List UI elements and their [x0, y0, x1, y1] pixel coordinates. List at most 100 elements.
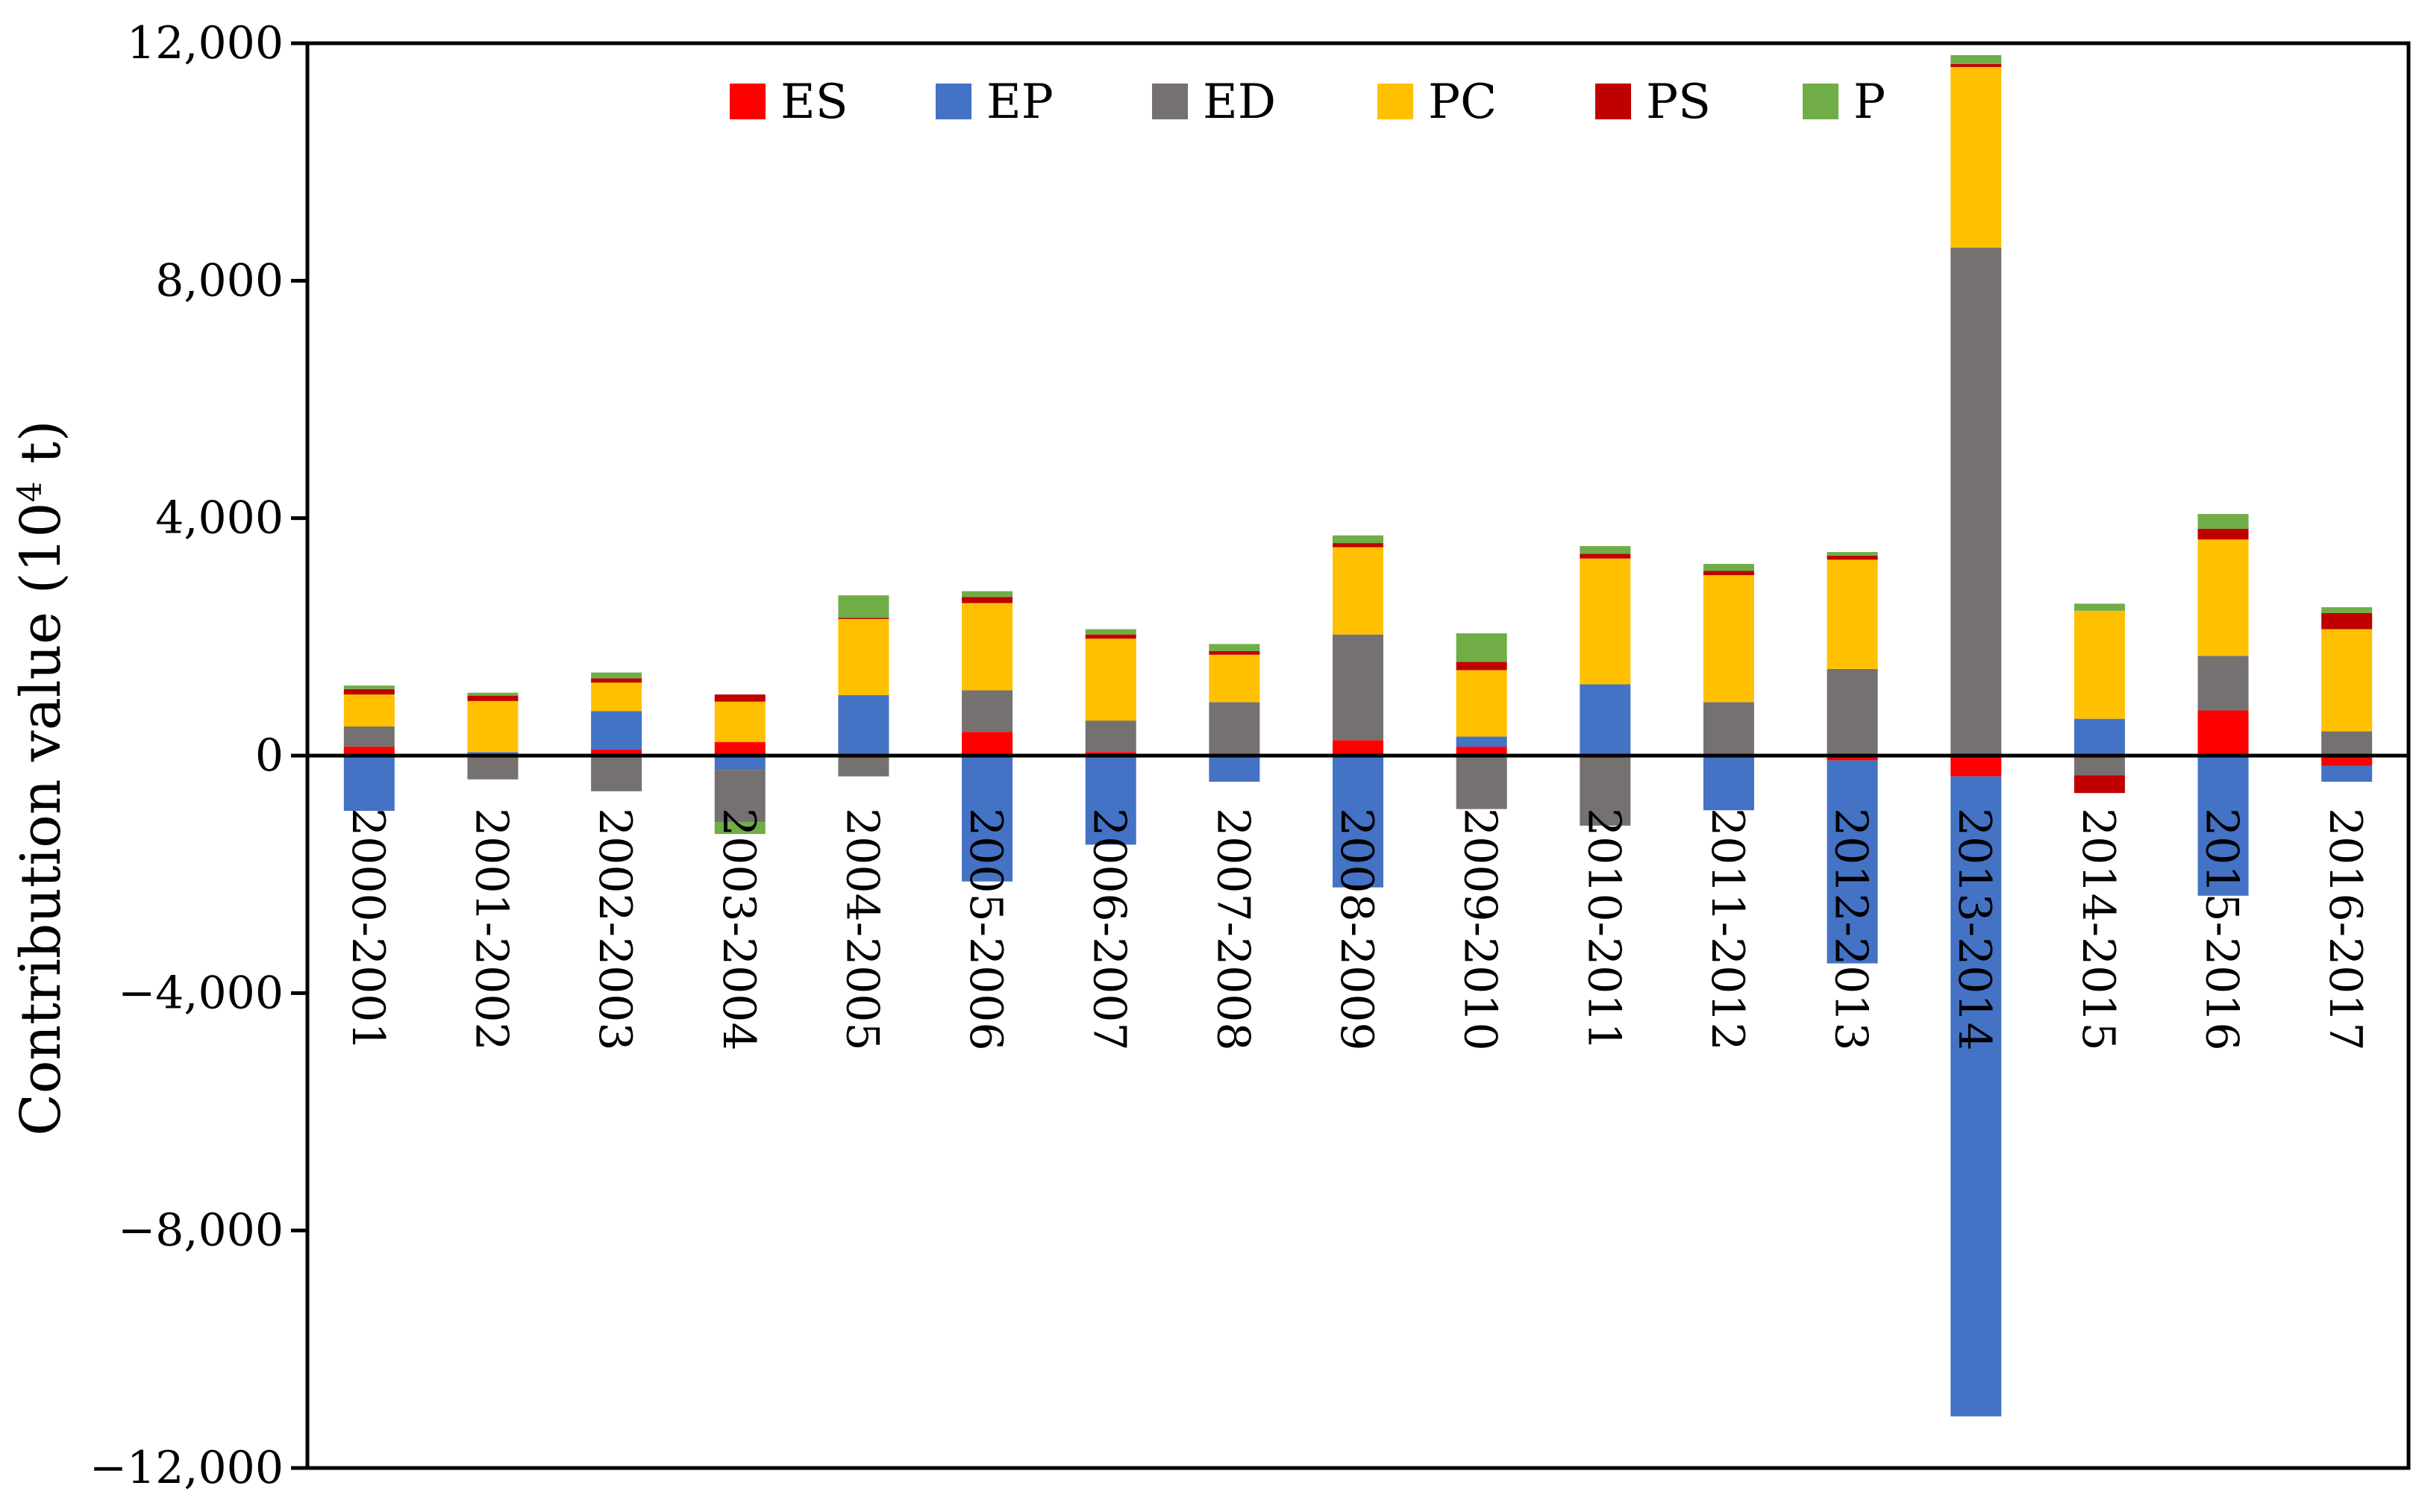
bar-segment-ep-2003-2004	[714, 756, 766, 771]
bar-segment-pc-2011-2012	[1703, 575, 1754, 703]
bar-segment-ps-2013-2014	[1950, 63, 2002, 67]
x-category-label: 2001-2002	[465, 808, 517, 1051]
bar-segment-ps-2014-2015	[2074, 775, 2125, 794]
bar-segment-es-2008-2009	[1333, 740, 1383, 756]
bar-segment-ed-2011-2012	[1703, 702, 1754, 755]
bar-segment-pc-2009-2010	[1456, 670, 1507, 737]
legend-label: ED	[1203, 75, 1276, 130]
legend-swatch	[730, 84, 766, 119]
bar-segment-ep-2008-2009	[1333, 756, 1383, 888]
x-category-label: 2004-2005	[836, 808, 888, 1051]
legend-item-ep: EP	[936, 75, 1054, 130]
bar-segment-ps-2003-2004	[714, 694, 766, 702]
bar-segment-ep-2015-2016	[2197, 756, 2249, 896]
legend-item-pc: PC	[1377, 75, 1497, 130]
x-category-label: 2013-2014	[1948, 808, 2000, 1051]
bar-segment-ep-2001-2002	[467, 752, 519, 754]
bar-segment-es-2016-2017	[2321, 756, 2373, 766]
y-axis-title-main: Contribution value (10	[9, 502, 73, 1135]
y-axis-title: Contribution value (104 t)	[9, 420, 73, 1136]
bar-segment-ps-2000-2001	[343, 688, 395, 695]
bar-segment-p-2004-2005	[838, 595, 889, 618]
bar-segment-es-2005-2006	[962, 732, 1013, 756]
x-category-label: 2014-2015	[2072, 808, 2124, 1051]
bar-segment-p-2013-2014	[1950, 54, 2002, 64]
bar-segment-ep-2006-2007	[1085, 756, 1136, 845]
bar-segment-ed-2005-2006	[962, 690, 1013, 733]
x-category-label: 2000-2001	[342, 808, 394, 1051]
bar-segment-ep-2009-2010	[1456, 736, 1507, 747]
x-category-label: 2008-2009	[1330, 808, 1383, 1051]
bar-segment-ed-2013-2014	[1950, 247, 2002, 756]
bar-segment-ep-2011-2012	[1703, 756, 1754, 811]
y-tick-label: 12,000	[127, 17, 284, 69]
y-tick-label: 4,000	[155, 492, 284, 545]
y-tick-label: −8,000	[118, 1205, 284, 1257]
x-category-label: 2003-2004	[713, 808, 765, 1051]
bar-segment-ps-2016-2017	[2321, 613, 2373, 630]
legend-label: ES	[780, 75, 848, 130]
x-category-label: 2002-2003	[589, 808, 641, 1051]
bar-segment-es-2000-2001	[343, 747, 395, 756]
bar-segment-p-2003-2004	[714, 822, 766, 835]
bar-segment-ed-2002-2003	[591, 756, 642, 791]
bar-segment-ps-2001-2002	[467, 695, 519, 701]
bar-segment-ps-2012-2013	[1827, 555, 1878, 560]
y-tick-label: 0	[255, 730, 284, 782]
bar-segment-p-2014-2015	[2074, 603, 2125, 611]
bar-segment-ep-2000-2001	[343, 756, 395, 812]
bar-segment-ed-2008-2009	[1333, 634, 1383, 741]
bar-segment-pc-2016-2017	[2321, 629, 2373, 732]
x-axis-category-labels: 2000-2001 2001-2002 2002-2003 2003-2004 2004…	[342, 808, 2371, 1051]
bar-segment-pc-2004-2005	[838, 618, 889, 695]
bar-segment-pc-2008-2009	[1333, 547, 1383, 635]
legend: ES EP ED PC PS P	[730, 75, 1885, 130]
bar-segment-ed-2015-2016	[2197, 656, 2249, 711]
y-axis-title-suffix: t)	[9, 420, 73, 481]
bar-segment-ps-2011-2012	[1703, 571, 1754, 576]
bar-segment-pc-2005-2006	[962, 603, 1013, 691]
y-tick-label: −4,000	[118, 967, 284, 1019]
x-category-label: 2016-2017	[2319, 808, 2371, 1051]
bar-segment-ed-2009-2010	[1456, 756, 1507, 809]
bar-segment-p-2009-2010	[1456, 633, 1507, 662]
bar-segment-es-2012-2013	[1827, 756, 1878, 761]
bar-segment-es-2003-2004	[714, 741, 766, 756]
bar-segment-p-2015-2016	[2197, 514, 2249, 529]
bar-segment-p-2008-2009	[1333, 535, 1383, 544]
bar-segment-pc-2001-2002	[467, 700, 519, 753]
bar-segment-p-2002-2003	[591, 672, 642, 679]
bar-segment-p-2016-2017	[2321, 607, 2373, 613]
bar-segment-ed-2006-2007	[1085, 721, 1136, 753]
legend-swatch	[1377, 84, 1413, 119]
legend-swatch	[936, 84, 971, 119]
x-category-label: 2012-2013	[1825, 808, 1877, 1051]
x-category-label: 2005-2006	[960, 808, 1012, 1051]
legend-swatch	[1803, 84, 1838, 119]
legend-swatch	[1152, 84, 1188, 119]
bar-segment-pc-2015-2016	[2197, 539, 2249, 656]
bar-segment-pc-2012-2013	[1827, 559, 1878, 669]
legend-item-ed: ED	[1152, 75, 1276, 130]
bar-segment-ed-2014-2015	[2074, 756, 2125, 776]
bar-segment-pc-2003-2004	[714, 701, 766, 742]
bar-segment-es-2013-2014	[1950, 756, 2002, 777]
legend-item-es: ES	[730, 75, 848, 130]
bar-segment-ep-2012-2013	[1827, 760, 1878, 964]
bar-segment-ep-2013-2014	[1950, 776, 2002, 1417]
x-category-label: 2007-2008	[1207, 808, 1259, 1051]
x-category-label: 2015-2016	[2196, 808, 2248, 1051]
bar-segment-ep-2014-2015	[2074, 718, 2125, 755]
bar-segment-ps-2009-2010	[1456, 662, 1507, 671]
bar-segment-ps-2004-2005	[838, 618, 889, 619]
bar-segment-ep-2002-2003	[591, 711, 642, 750]
bar-segment-ps-2010-2011	[1580, 553, 1631, 559]
y-tick-label: 8,000	[155, 254, 284, 307]
bar-segment-pc-2014-2015	[2074, 610, 2125, 719]
bar-segment-ep-2010-2011	[1580, 684, 1631, 755]
bar-segment-ed-2007-2008	[1209, 702, 1260, 755]
bar-segment-pc-2000-2001	[343, 694, 395, 727]
bar-segment-ep-2004-2005	[838, 694, 889, 755]
bar-segment-ps-2008-2009	[1333, 543, 1383, 548]
legend-label: P	[1853, 75, 1885, 130]
